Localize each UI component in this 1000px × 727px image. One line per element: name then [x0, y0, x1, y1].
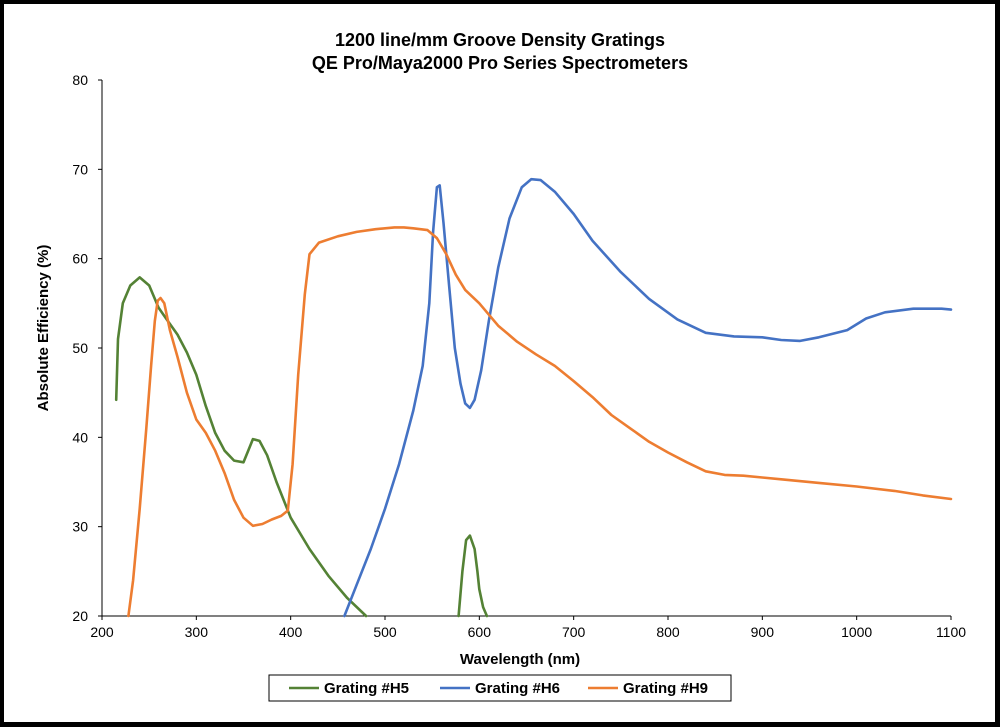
- chart-subtitle: QE Pro/Maya2000 Pro Series Spectrometers: [312, 53, 688, 73]
- x-tick-label: 1000: [841, 624, 872, 640]
- legend: Grating #H5 Grating #H6 Grating #H9: [268, 674, 732, 702]
- y-tick-label: 50: [72, 340, 88, 356]
- series-lines: [114, 177, 953, 618]
- x-tick-label: 1100: [936, 624, 966, 640]
- legend-label: Grating #H6: [475, 680, 560, 697]
- x-tick-label: 800: [656, 624, 680, 640]
- x-tick-label: 400: [279, 624, 303, 640]
- x-tick-label: 300: [185, 624, 209, 640]
- x-tick-label: 600: [468, 624, 492, 640]
- x-tick-label: 700: [562, 624, 586, 640]
- legend-label: Grating #H9: [623, 680, 708, 697]
- y-tick-label: 70: [72, 161, 88, 177]
- legend-label: Grating #H5: [324, 680, 409, 697]
- y-tick-label: 20: [72, 608, 88, 624]
- y-axis-label: Absolute Efficiency (%): [35, 245, 52, 412]
- y-axis-ticks: 20 30 40 50 60 70 80: [72, 72, 102, 624]
- legend-box: [268, 674, 732, 702]
- x-axis-ticks: 200 300 400 500 600 700 800 900 1000 1100: [90, 616, 966, 640]
- chart-title: 1200 line/mm Groove Density Gratings: [335, 30, 665, 50]
- series-line-grating-h6: [343, 177, 953, 618]
- x-tick-label: 200: [90, 624, 114, 640]
- y-tick-label: 30: [72, 519, 88, 535]
- series-line-grating-h9: [127, 226, 953, 618]
- x-tick-label: 900: [751, 624, 775, 640]
- y-tick-label: 80: [72, 72, 88, 88]
- chart-frame: [4, 4, 995, 722]
- x-axis-label: Wavelength (nm): [460, 651, 580, 668]
- y-tick-label: 60: [72, 251, 88, 267]
- x-tick-label: 500: [373, 624, 397, 640]
- y-tick-label: 40: [72, 429, 88, 445]
- series-line-grating-h5: [457, 534, 489, 618]
